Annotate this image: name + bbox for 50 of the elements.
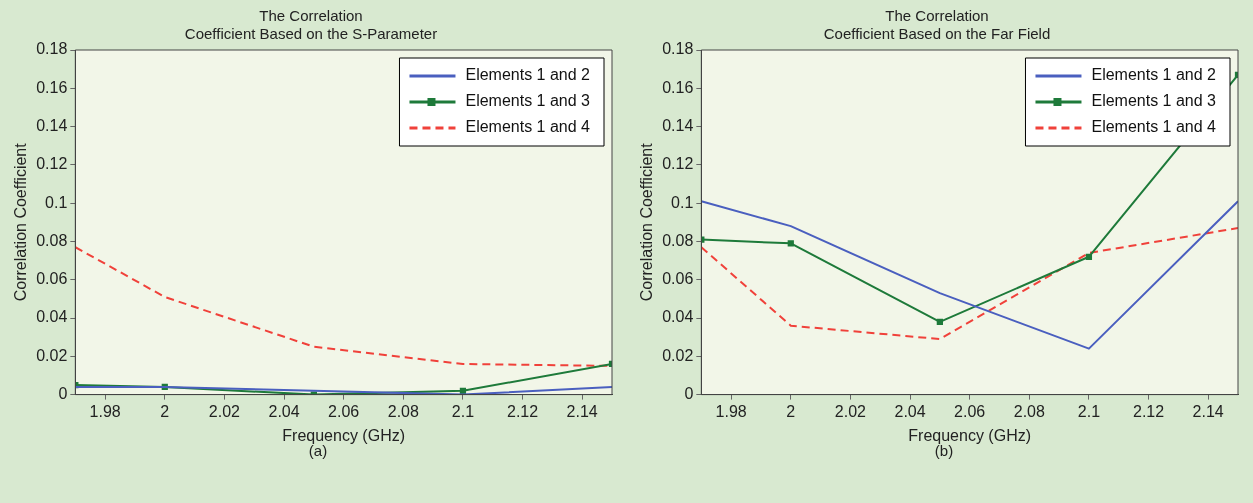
y-tick-label: 0.14 [662, 116, 694, 134]
x-tick-label: 2.04 [268, 402, 300, 420]
x-axis-title: Frequency (GHz) [908, 426, 1032, 444]
y-tick-label: 0.04 [36, 308, 68, 326]
y-tick-label: 0.16 [36, 78, 68, 96]
legend-label: Elements 1 and 2 [465, 66, 591, 84]
chart-title: The Correlation Coefficient Based on the S-Parameter [184, 7, 438, 43]
x-tick-label: 2.1 [451, 402, 475, 420]
x-tick-label: 2.1 [1077, 402, 1101, 420]
y-tick-label: 0 [684, 385, 694, 403]
x-tick-label: 2.02 [208, 402, 241, 420]
y-tick-label: 0.1 [671, 193, 694, 211]
y-tick-label: 0.04 [662, 308, 694, 326]
x-tick-label: 2.14 [1192, 402, 1224, 420]
y-tick-label: 0.16 [662, 78, 694, 96]
y-tick-label: 0.18 [36, 40, 68, 58]
x-tick-label: 2.12 [1132, 402, 1165, 420]
y-tick-label: 0.14 [36, 116, 68, 134]
legend-label: Elements 1 and 4 [1091, 118, 1217, 136]
y-tick-label: 0.08 [662, 231, 694, 249]
y-axis-title: Correlation Coefficient [638, 142, 656, 302]
y-tick-label: 0.06 [662, 270, 694, 288]
x-tick-label: 1.98 [89, 402, 121, 420]
y-tick-label: 0.02 [36, 346, 68, 364]
legend-label: Elements 1 and 4 [465, 118, 591, 136]
x-tick-label: 2 [160, 402, 170, 420]
y-tick-label: 0.02 [662, 346, 694, 364]
y-tick-label: 0.12 [36, 155, 68, 173]
y-tick-label: 0.08 [36, 231, 68, 249]
x-tick-label: 2.06 [328, 402, 360, 420]
legend-label: Elements 1 and 2 [1091, 66, 1217, 84]
y-tick-label: 0.1 [45, 193, 68, 211]
y-tick-label: 0.06 [36, 270, 68, 288]
y-axis-title: Correlation Coefficient [12, 142, 30, 302]
x-tick-label: 2.04 [894, 402, 926, 420]
x-tick-label: 2.02 [834, 402, 867, 420]
x-tick-label: 2.12 [506, 402, 539, 420]
x-tick-label: 2.08 [387, 402, 419, 420]
y-tick-label: 0.18 [662, 40, 694, 58]
x-tick-label: 2 [786, 402, 796, 420]
x-tick-label: 1.98 [715, 402, 747, 420]
legend-label: Elements 1 and 3 [1091, 92, 1217, 110]
y-tick-label: 0 [58, 385, 68, 403]
chart-title: The Correlation Coefficient Based on the Far Field [823, 7, 1051, 43]
x-axis-title: Frequency (GHz) [282, 426, 406, 444]
x-tick-label: 2.14 [566, 402, 598, 420]
x-tick-label: 2.06 [954, 402, 986, 420]
legend-label: Elements 1 and 3 [465, 92, 591, 110]
x-tick-label: 2.08 [1013, 402, 1045, 420]
y-tick-label: 0.12 [662, 155, 694, 173]
